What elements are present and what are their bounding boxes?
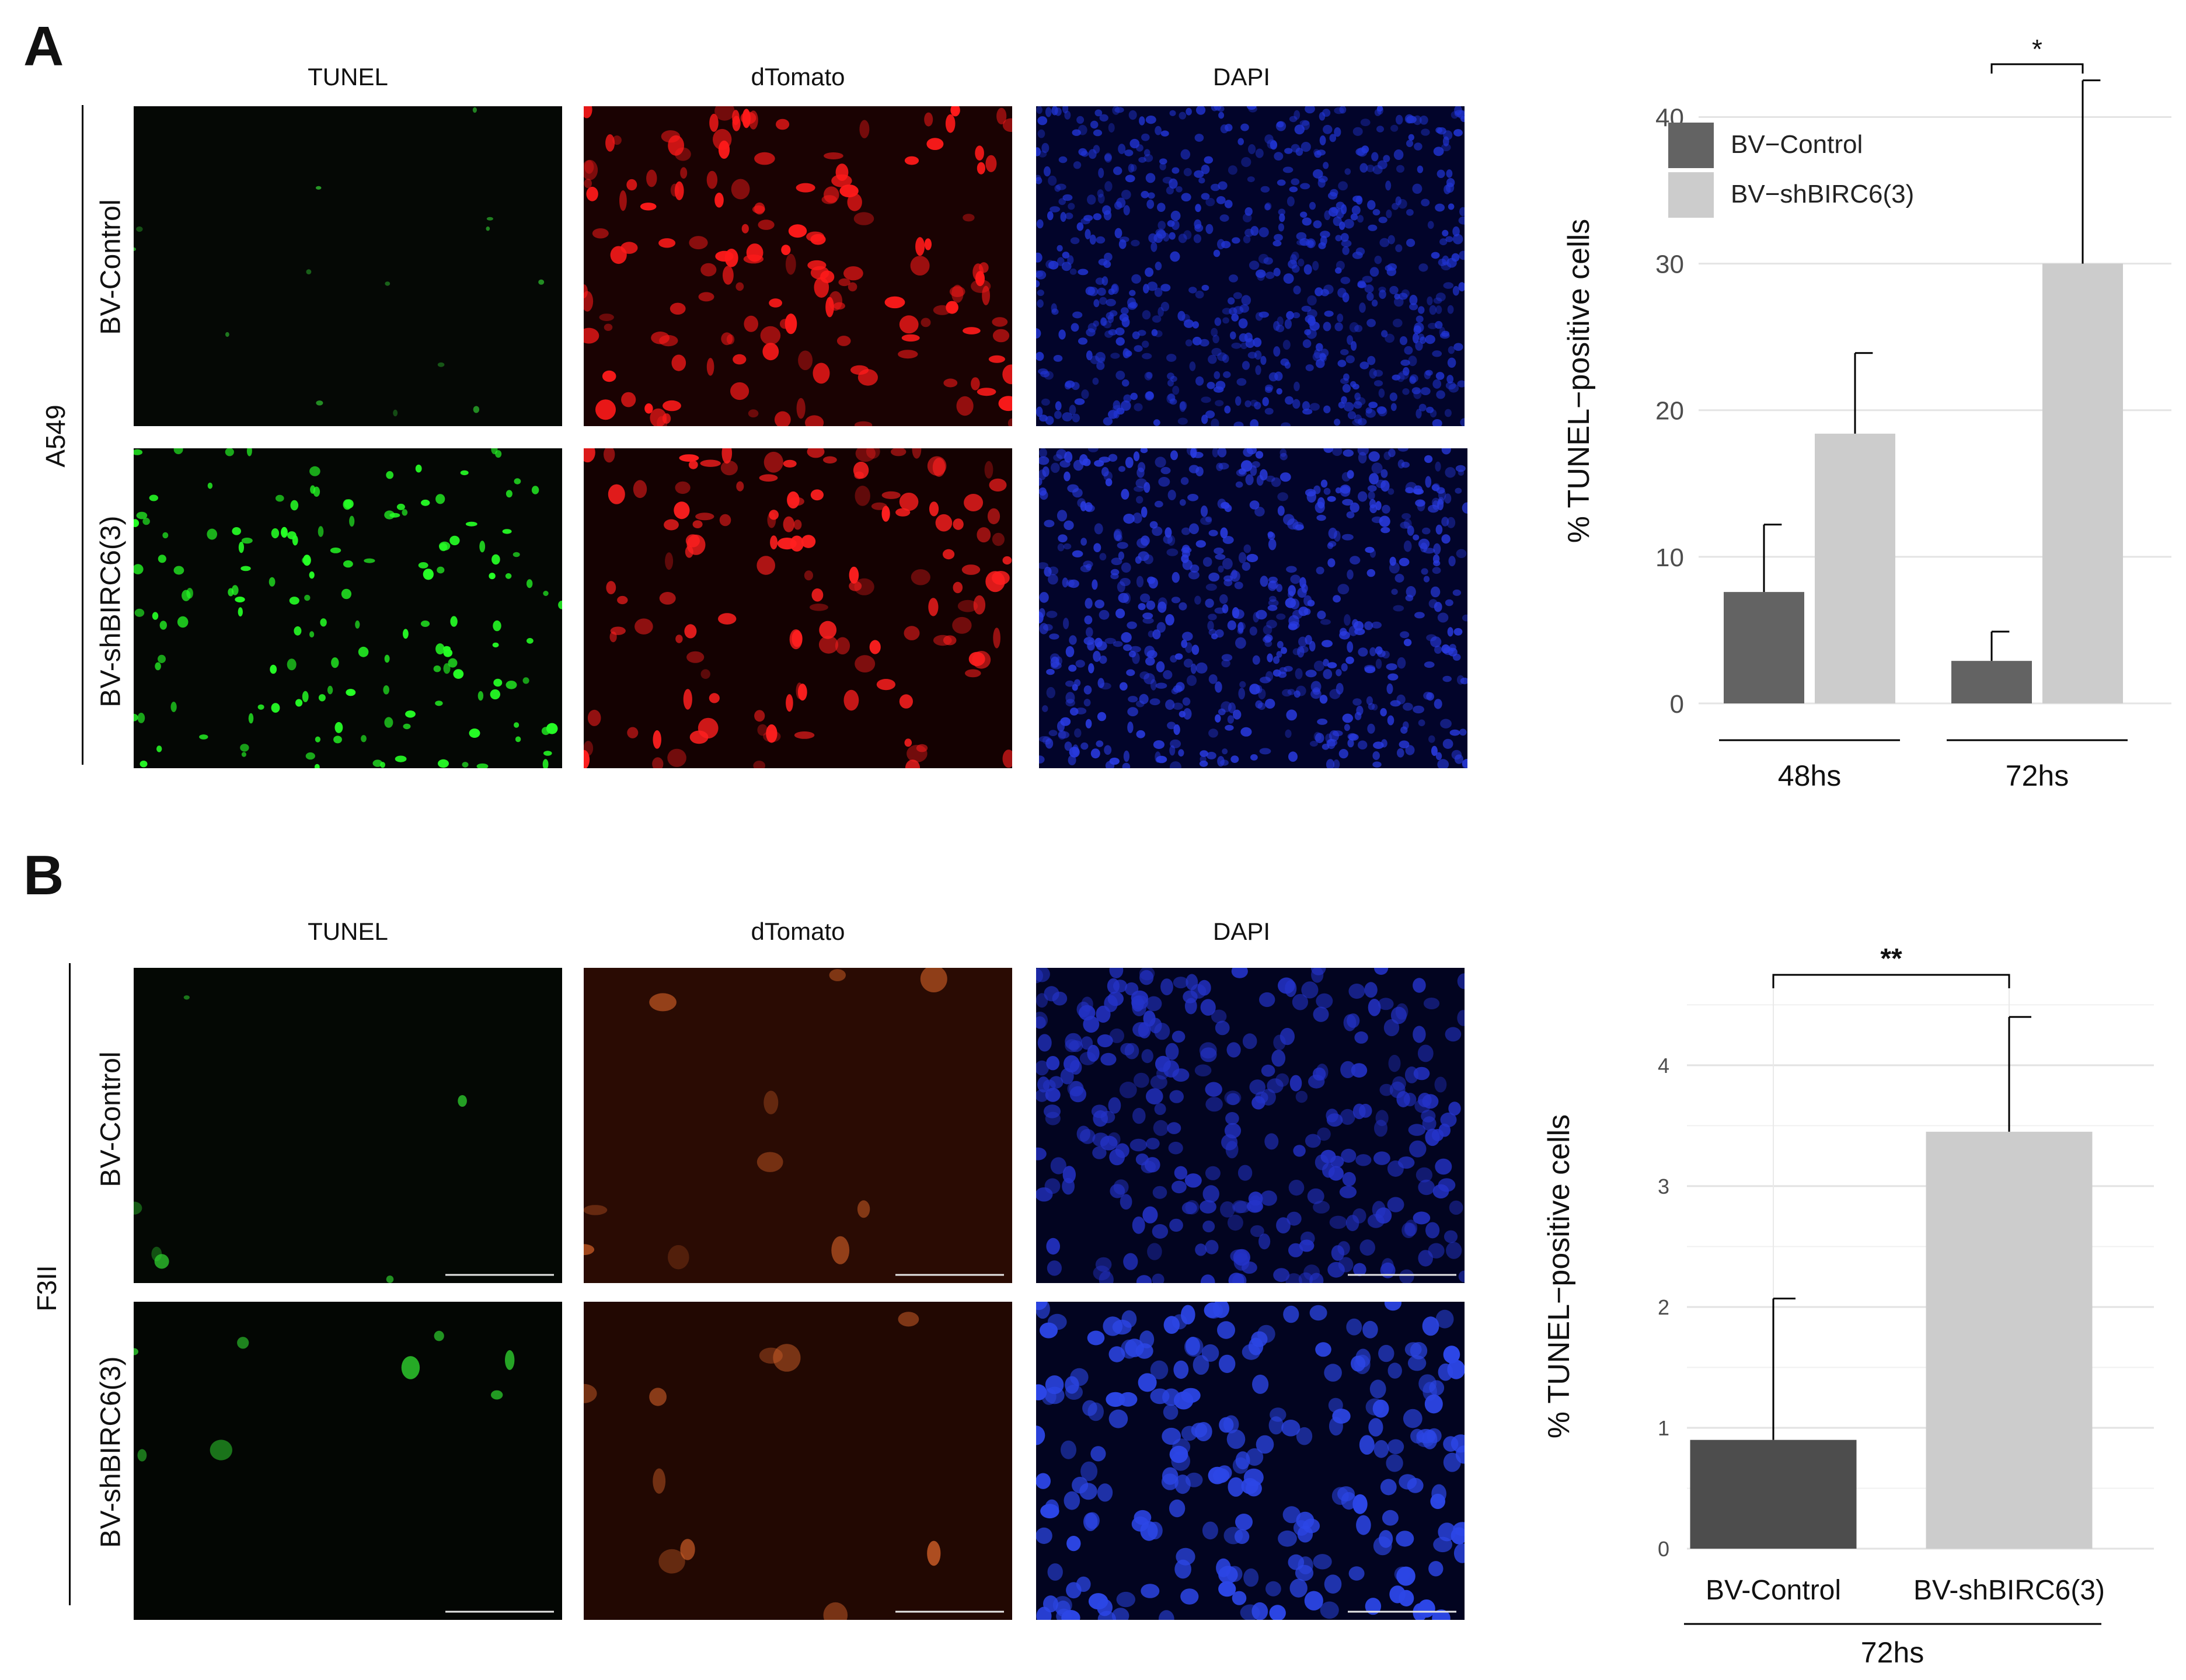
bar [1815, 433, 1895, 703]
row-label-bv-shbirc6-a: BV-shBIRC6(3) [95, 515, 127, 707]
significance-bracket [1990, 63, 2084, 74]
bar [1724, 592, 1804, 703]
y-tick-label: 2 [1658, 1295, 1669, 1319]
legend-swatch [1668, 123, 1714, 168]
cell-line-label-a549: A549 [40, 405, 71, 468]
y-tick-label: 1 [1658, 1416, 1669, 1440]
row-label-bv-shbirc6-b: BV-shBIRC6(3) [95, 1356, 127, 1548]
cell-line-label-f3ii: F3II [32, 1265, 62, 1312]
micrograph-b-dtomato-shbirc6 [584, 1302, 1012, 1620]
panel-a-row-bracket [82, 105, 83, 765]
col-header-dtomato-b: dTomato [751, 918, 845, 945]
y-tick-label: 0 [1658, 1537, 1669, 1561]
significance-label: ** [1880, 943, 1902, 974]
legend-label: BV−Control [1731, 130, 1863, 159]
bar [1951, 661, 2032, 703]
row-label-bv-control-b: BV-Control [95, 1051, 127, 1187]
x-category-label: 48hs [1778, 759, 1841, 792]
panel-b-letter: B [23, 844, 64, 907]
panel-b-row-bracket [69, 963, 71, 1605]
col-header-tunel-b: TUNEL [308, 918, 388, 945]
y-tick-label: 20 [1655, 397, 1684, 426]
y-tick-label: 4 [1658, 1054, 1669, 1078]
x-category-label: BV-shBIRC6(3) [1913, 1575, 2105, 1606]
micrograph-a-tunel-shbirc6 [134, 448, 562, 768]
panel-b-bar-chart: 0 1 2 3 4 % TUNEL−positive cells BV-Control BV-… [1542, 943, 2154, 1669]
legend-swatch [1668, 172, 1714, 218]
y-tick-label: 30 [1655, 250, 1684, 279]
y-tick-label: 0 [1670, 690, 1684, 719]
micrograph-b-tunel-shbirc6 [134, 1302, 562, 1620]
col-header-tunel: TUNEL [308, 63, 388, 90]
y-axis-label: % TUNEL−positive cells [1542, 1114, 1576, 1438]
micrograph-b-dtomato-control [584, 968, 1012, 1283]
bar [1690, 1439, 1857, 1549]
col-header-dtomato: dTomato [751, 63, 845, 90]
micrograph-b-dapi-shbirc6 [1036, 1302, 1465, 1620]
micrograph-a-tunel-control [134, 106, 562, 426]
y-tick-label: 3 [1658, 1174, 1669, 1198]
micrograph-b-dapi-control [1036, 968, 1465, 1283]
micrograph-a-dtomato-control [584, 106, 1012, 426]
legend-label: BV−shBIRC6(3) [1731, 180, 1914, 208]
significance-label: * [2032, 34, 2042, 64]
y-tick-label: 10 [1655, 543, 1684, 572]
micrograph-a-dapi-control [1036, 106, 1465, 426]
micrograph-b-tunel-control [134, 968, 562, 1283]
micrograph-a-dtomato-shbirc6 [584, 448, 1012, 768]
y-axis-label: % TUNEL−positive cells [1562, 219, 1596, 543]
panel-a-letter: A [23, 15, 64, 78]
col-header-dapi-b: DAPI [1212, 918, 1271, 945]
x-category-label: BV-Control [1706, 1575, 1841, 1606]
micrograph-a-dapi-shbirc6 [1039, 448, 1467, 768]
group-label: 72hs [1861, 1636, 1924, 1669]
significance-bracket [1772, 974, 2010, 988]
col-header-dapi: DAPI [1212, 63, 1271, 90]
row-label-bv-control-a: BV-Control [95, 199, 127, 335]
bar [2042, 263, 2123, 703]
x-category-label: 72hs [2006, 759, 2069, 792]
bar [1926, 1131, 2093, 1549]
